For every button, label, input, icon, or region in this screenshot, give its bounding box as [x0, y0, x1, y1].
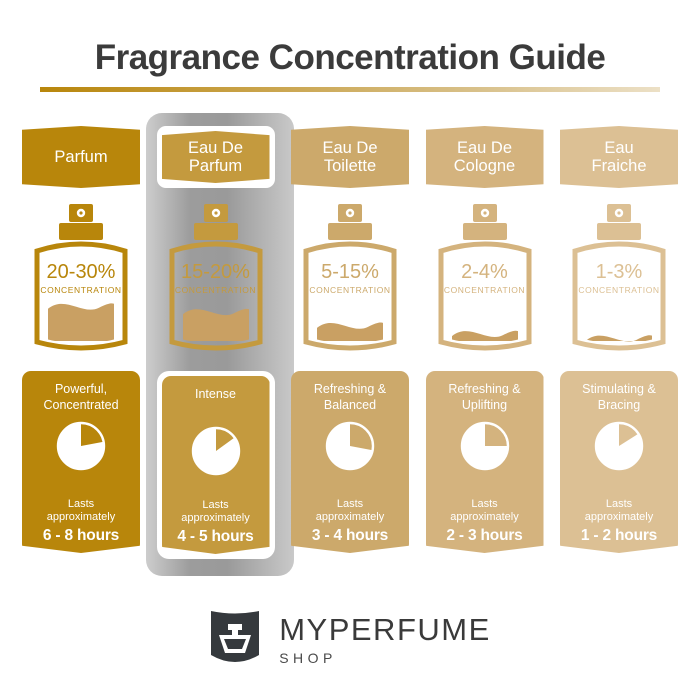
fragrance-column: Eau De Parfum 15-20% CONCENTRATION Intense …	[156, 126, 275, 559]
fragrance-column: Eau De Cologne 2-4% CONCENTRATION Refreshin…	[425, 126, 544, 559]
concentration-value: 5-15% CONCENTRATION	[300, 262, 400, 295]
title-block: Fragrance Concentration Guide	[0, 0, 700, 92]
brand-name: MYPERFUME	[279, 611, 491, 647]
title-divider	[40, 87, 660, 92]
perfume-bottle-crest-icon	[209, 607, 261, 672]
info-card-body: Intense Lasts approximately 4 - 5 hours	[161, 376, 270, 554]
perfume-bottle-icon: 1-3% CONCENTRATION	[569, 202, 669, 359]
fragrance-column: Parfum 20-30% CONCENTRATION Powerful, Conce…	[22, 126, 140, 559]
longevity-pie-chart	[459, 420, 511, 477]
longevity-pie-chart	[324, 420, 376, 477]
perfume-bottle-icon: 5-15% CONCENTRATION	[300, 202, 400, 359]
info-card[interactable]: Stimulating & Bracing Lasts approximately 1…	[560, 371, 678, 553]
card-title: Stimulating & Bracing	[582, 382, 656, 412]
brand-logo: MYPERFUME SHOP	[0, 607, 700, 672]
concentration-percent: 5-15%	[321, 261, 379, 283]
column-header[interactable]: Eau De Parfum	[156, 126, 275, 188]
info-card[interactable]: Intense Lasts approximately 4 - 5 hours	[156, 371, 275, 559]
concentration-caption: CONCENTRATION	[40, 285, 122, 295]
info-card[interactable]: Refreshing & Balanced Lasts approximately 3…	[291, 371, 409, 553]
lasts-label: Lasts approximately	[46, 497, 116, 524]
perfume-bottle-icon: 15-20% CONCENTRATION	[166, 202, 266, 359]
fragrance-column: Eau De Toilette 5-15% CONCENTRATION Refresh…	[291, 126, 409, 559]
info-card-body: Powerful, Concentrated Lasts approximately…	[22, 371, 140, 553]
brand-subtitle: SHOP	[279, 649, 337, 666]
info-card-body: Refreshing & Balanced Lasts approximately 3…	[291, 371, 409, 553]
lasts-label: Lasts approximately	[181, 498, 250, 525]
duration-value: 4 - 5 hours	[177, 528, 254, 545]
lasts-label: Lasts approximately	[584, 497, 654, 524]
column-header-label: Eau De Parfum	[161, 131, 270, 183]
concentration-value: 1-3% CONCENTRATION	[569, 262, 669, 295]
column-header[interactable]: Eau De Toilette	[291, 126, 409, 188]
lasts-label: Lasts approximately	[315, 497, 385, 524]
perfume-bottle-icon: 20-30% CONCENTRATION	[31, 202, 131, 359]
info-card[interactable]: Powerful, Concentrated Lasts approximately…	[22, 371, 140, 553]
concentration-percent: 15-20%	[181, 261, 250, 283]
page-title: Fragrance Concentration Guide	[94, 38, 606, 77]
concentration-value: 2-4% CONCENTRATION	[435, 262, 535, 295]
longevity-pie-chart	[190, 425, 242, 482]
info-card-body: Refreshing & Uplifting Lasts approximately…	[425, 371, 544, 553]
concentration-caption: CONCENTRATION	[578, 285, 660, 295]
perfume-bottle-icon: 2-4% CONCENTRATION	[435, 202, 535, 359]
concentration-percent: 2-4%	[461, 261, 508, 283]
concentration-value: 20-30% CONCENTRATION	[31, 262, 131, 295]
logo-text: MYPERFUME SHOP	[279, 614, 491, 666]
concentration-caption: CONCENTRATION	[309, 285, 391, 295]
card-title: Powerful, Concentrated	[43, 382, 119, 412]
concentration-percent: 1-3%	[595, 261, 643, 283]
duration-value: 3 - 4 hours	[311, 527, 389, 544]
column-header-label: Eau De Toilette	[291, 126, 409, 188]
concentration-caption: CONCENTRATION	[174, 285, 257, 295]
concentration-percent: 20-30%	[46, 261, 116, 283]
column-header-label: Eau Fraiche	[560, 126, 678, 188]
concentration-value: 15-20% CONCENTRATION	[166, 262, 266, 295]
card-title: Intense	[194, 387, 236, 401]
duration-value: 2 - 3 hours	[446, 527, 523, 544]
concentration-caption: CONCENTRATION	[443, 285, 526, 295]
column-header[interactable]: Parfum	[22, 126, 140, 188]
info-card-body: Stimulating & Bracing Lasts approximately 1…	[560, 371, 678, 553]
card-title: Refreshing & Balanced	[313, 382, 387, 412]
column-header-label: Parfum	[22, 126, 140, 188]
duration-value: 6 - 8 hours	[42, 527, 120, 544]
fragrance-columns: Parfum 20-30% CONCENTRATION Powerful, Conce…	[22, 126, 678, 559]
duration-value: 1 - 2 hours	[580, 527, 658, 544]
fragrance-column: Eau Fraiche 1-3% CONCENTRATION Stimulating …	[560, 126, 678, 559]
column-header-label: Eau De Cologne	[425, 126, 544, 188]
column-header[interactable]: Eau De Cologne	[425, 126, 544, 188]
longevity-pie-chart	[55, 420, 107, 477]
column-header[interactable]: Eau Fraiche	[560, 126, 678, 188]
info-card[interactable]: Refreshing & Uplifting Lasts approximately…	[425, 371, 544, 553]
card-title: Refreshing & Uplifting	[448, 382, 521, 412]
longevity-pie-chart	[593, 420, 645, 477]
lasts-label: Lasts approximately	[450, 497, 519, 524]
